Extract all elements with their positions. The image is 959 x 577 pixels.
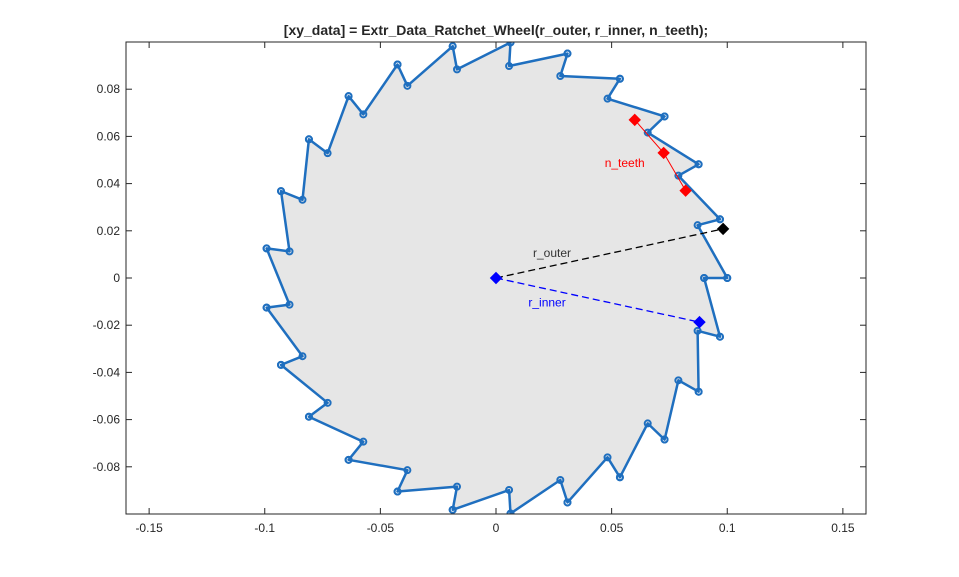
axis-ticks: -0.15 -0.1 -0.05 0 0.05 0.1 0.15 -0.08 -0.06 -0.0… (93, 42, 866, 535)
profile-point (453, 65, 462, 74)
x-tick-label: 0.1 (719, 521, 736, 535)
profile-point (344, 455, 353, 464)
profile-point (323, 149, 332, 158)
profile-point (563, 498, 572, 507)
profile-point (660, 112, 669, 121)
profile-point (403, 466, 412, 475)
profile-point (700, 274, 709, 282)
plot-area: r_outer r_inner n_teeth (262, 42, 732, 514)
profile-point (694, 387, 703, 396)
chart-title: [xy_data] = Extr_Data_Ratchet_Wheel(r_ou… (284, 22, 708, 38)
profile-point (285, 300, 294, 309)
r-outer-line (495, 228, 724, 279)
profile-point (393, 487, 402, 496)
n-teeth-label: n_teeth (605, 156, 645, 170)
y-tick-label: 0 (113, 271, 120, 285)
y-tick-label: 0.02 (97, 224, 121, 238)
profile-point (603, 453, 612, 462)
profile-point (298, 352, 307, 361)
profile-point (393, 60, 402, 69)
y-tick-label: 0.04 (97, 177, 121, 191)
profile-point (262, 244, 271, 253)
y-tick-label: -0.08 (93, 460, 121, 474)
x-tick-label: -0.05 (367, 521, 395, 535)
profile-point (723, 274, 732, 282)
x-tick-label: 0.15 (831, 521, 855, 535)
profile-point (403, 81, 412, 90)
y-tick-label: 0.08 (97, 82, 121, 96)
x-tick-label: -0.15 (135, 521, 163, 535)
profile-point (453, 482, 462, 491)
profile-point (359, 437, 368, 446)
profile-point (603, 94, 612, 103)
profile-point (615, 473, 624, 482)
profile-point (693, 221, 702, 230)
r-inner-marker (693, 315, 706, 329)
profile-point (262, 303, 271, 312)
x-tick-label: 0 (493, 521, 500, 535)
x-tick-label: 0.05 (600, 521, 624, 535)
y-tick-label: -0.06 (93, 413, 121, 427)
profile-point (674, 376, 683, 385)
profile-point (448, 42, 457, 51)
profile-point (276, 360, 285, 369)
profile-point (448, 505, 457, 514)
x-tick-label: -0.1 (254, 521, 275, 535)
n-teeth-marker (657, 146, 670, 160)
profile-point (298, 195, 307, 204)
profile-point (276, 187, 285, 196)
profile-point (643, 419, 652, 428)
profile-point (660, 435, 669, 444)
wheel-profile-line (265, 42, 729, 514)
profile-point (323, 398, 332, 407)
profile-point (304, 412, 313, 421)
profile-point (556, 71, 565, 80)
n-teeth-marker (679, 184, 692, 197)
center-marker (489, 271, 503, 285)
profile-point (505, 485, 514, 494)
profile-point (359, 110, 368, 119)
profile-point (563, 49, 572, 58)
profile-point (694, 160, 703, 169)
r-inner-line (495, 277, 700, 323)
profile-point (715, 215, 724, 224)
profile-point (556, 476, 565, 485)
profile-point (344, 92, 353, 101)
y-tick-label: -0.04 (93, 365, 121, 379)
profile-point (615, 74, 624, 83)
y-tick-label: -0.02 (93, 318, 121, 332)
profile-point (304, 135, 313, 144)
r-inner-label: r_inner (528, 295, 565, 309)
n-teeth-marker (628, 113, 641, 127)
profile-point (693, 326, 702, 335)
profile-point (715, 332, 724, 341)
profile-point (505, 62, 514, 71)
r-outer-label: r_outer (533, 246, 571, 260)
profile-point (643, 128, 652, 137)
y-tick-label: 0.06 (97, 129, 121, 143)
profile-point (285, 247, 294, 256)
plot-content: r_outer r_inner n_teeth (262, 42, 732, 514)
r-outer-marker (716, 222, 730, 236)
